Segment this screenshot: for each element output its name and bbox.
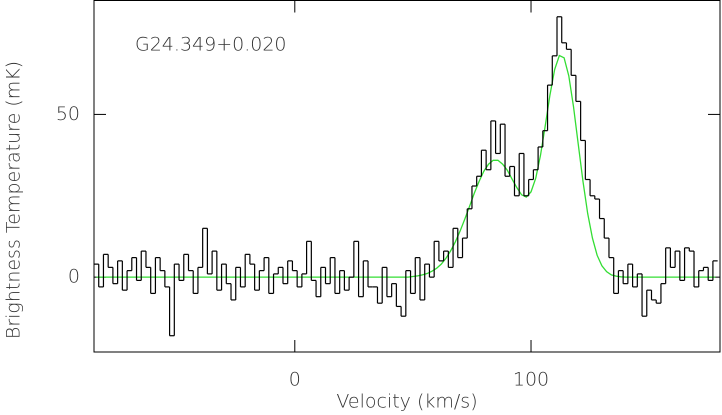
y-tick-label: 0: [68, 266, 80, 288]
plot-frame: [93, 0, 721, 353]
y-axis-label: Brightness Temperature (mK): [3, 61, 25, 339]
x-axis-label: Velocity (km/s): [336, 391, 477, 413]
x-tick-label: 0: [289, 369, 301, 391]
fit-curve: [96, 54, 716, 278]
x-tick-label: 100: [513, 369, 549, 391]
annotation: G24.349+0.020: [135, 34, 287, 56]
y-tick-label: 50: [56, 103, 80, 125]
